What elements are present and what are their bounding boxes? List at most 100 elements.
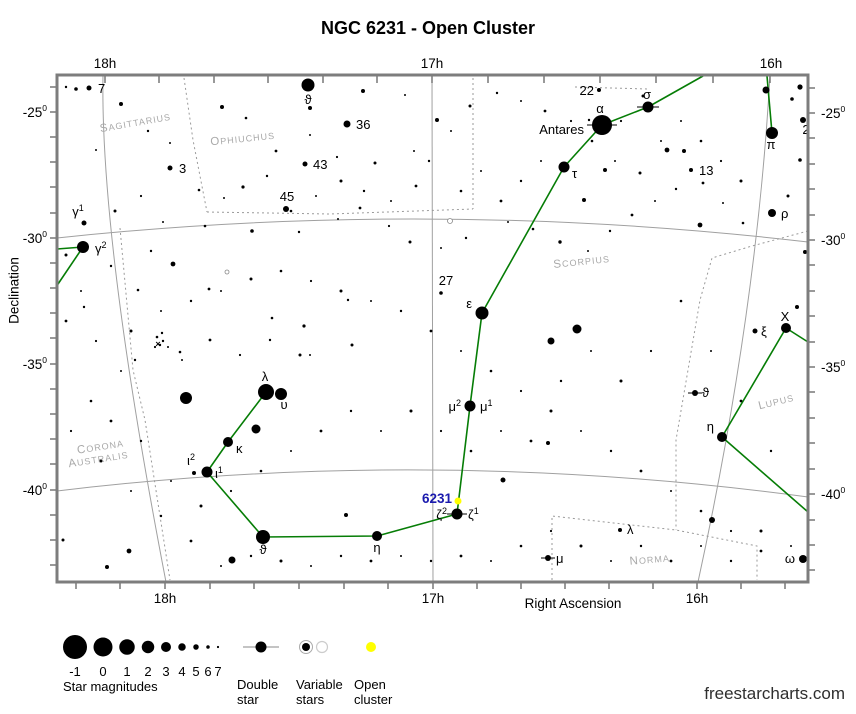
star-label: 22 [580, 83, 594, 98]
legend-open-cluster-label: Open cluster [354, 677, 393, 707]
constellation-boundary [206, 208, 474, 215]
field-star [519, 389, 523, 393]
field-star [362, 189, 366, 193]
ra-hour-label-bottom: 17h [422, 591, 445, 606]
field-star [414, 184, 418, 188]
field-star [298, 353, 302, 357]
field-star [400, 555, 402, 557]
field-star [302, 324, 306, 328]
field-star [500, 430, 502, 432]
field-star [798, 158, 802, 162]
field-star [739, 179, 743, 183]
field-star [610, 560, 612, 562]
x-axis-title: Right Ascension [524, 596, 622, 611]
star-label: ω [785, 551, 795, 566]
field-star [238, 353, 242, 357]
legend-magnitude-dot [141, 640, 155, 654]
field-star [133, 358, 137, 362]
field-star [319, 429, 323, 433]
field-star [380, 430, 382, 432]
star-label: 27 [439, 273, 453, 288]
field-star [729, 559, 733, 563]
field-star [158, 343, 162, 347]
dec-label-right: -300 [821, 231, 846, 248]
field-star [220, 565, 222, 567]
field-star [590, 350, 592, 352]
field-star [149, 249, 153, 253]
constellation-line [206, 75, 704, 538]
ra-hour-label-bottom: 18h [154, 591, 177, 606]
field-star [795, 305, 799, 309]
star-label: 3 [179, 161, 186, 176]
field-star [741, 221, 745, 225]
constellation-line [55, 246, 84, 288]
star [77, 241, 89, 253]
star-label: ϑ [259, 542, 267, 557]
field-star [540, 160, 542, 162]
field-star [559, 379, 563, 383]
star-label: λ [262, 369, 269, 384]
star [302, 161, 308, 167]
field-star [369, 559, 373, 563]
ra-hour-label-top: 17h [421, 56, 444, 71]
field-star [404, 94, 406, 96]
field-star [786, 194, 790, 198]
star [86, 85, 92, 91]
constellation-boundary [574, 86, 649, 90]
field-star [139, 194, 143, 198]
field-star [587, 118, 591, 122]
ra-gridline [697, 74, 771, 583]
field-star [309, 354, 311, 356]
field-star [167, 346, 169, 348]
legend-magnitude-dot [178, 643, 186, 651]
ra-hour-label-top: 18h [94, 56, 117, 71]
field-star [265, 174, 269, 178]
field-star [638, 171, 642, 175]
field-star [181, 359, 183, 361]
field-star [361, 89, 365, 93]
star [258, 384, 274, 400]
field-star [289, 209, 293, 213]
field-star [664, 147, 670, 153]
y-axis-title: Declination [6, 257, 22, 324]
star [256, 530, 270, 544]
ngc-6231-label: 6231 [422, 491, 453, 506]
x-marker: × [155, 339, 160, 349]
star-label: Χ [781, 309, 790, 324]
star-label: ξ [761, 324, 767, 339]
field-star [609, 449, 613, 453]
constellation-boundary [119, 227, 171, 581]
field-star [409, 409, 413, 413]
legend-magnitude-value: 0 [99, 664, 106, 679]
field-star [439, 429, 443, 433]
legend-magnitude-value: 1 [123, 664, 130, 679]
field-star [350, 343, 354, 347]
star-label: μ [556, 551, 564, 566]
dec-label-left: -250 [23, 103, 48, 120]
star-label: η [373, 540, 380, 555]
field-star [790, 545, 792, 547]
field-star [603, 168, 607, 172]
field-star [189, 539, 193, 543]
field-star [268, 338, 272, 342]
ra-gridline [431, 74, 434, 583]
watermark-link[interactable]: freestarcharts.com [704, 684, 845, 703]
variable-star [224, 269, 230, 275]
field-star [639, 544, 643, 548]
legend-magnitude-dot [206, 645, 210, 649]
field-star [159, 514, 163, 518]
dec-label-right: -400 [821, 485, 846, 502]
field-star [358, 206, 362, 210]
star-label: ι1 [215, 465, 223, 481]
star [642, 101, 654, 113]
field-star [500, 477, 506, 483]
constellation-boundary [675, 230, 809, 530]
field-star [519, 179, 523, 183]
field-star [590, 139, 594, 143]
field-star [244, 116, 248, 120]
star [439, 291, 443, 295]
field-star [74, 87, 78, 91]
field-star [547, 337, 555, 345]
star [689, 168, 693, 172]
field-star [64, 85, 68, 89]
